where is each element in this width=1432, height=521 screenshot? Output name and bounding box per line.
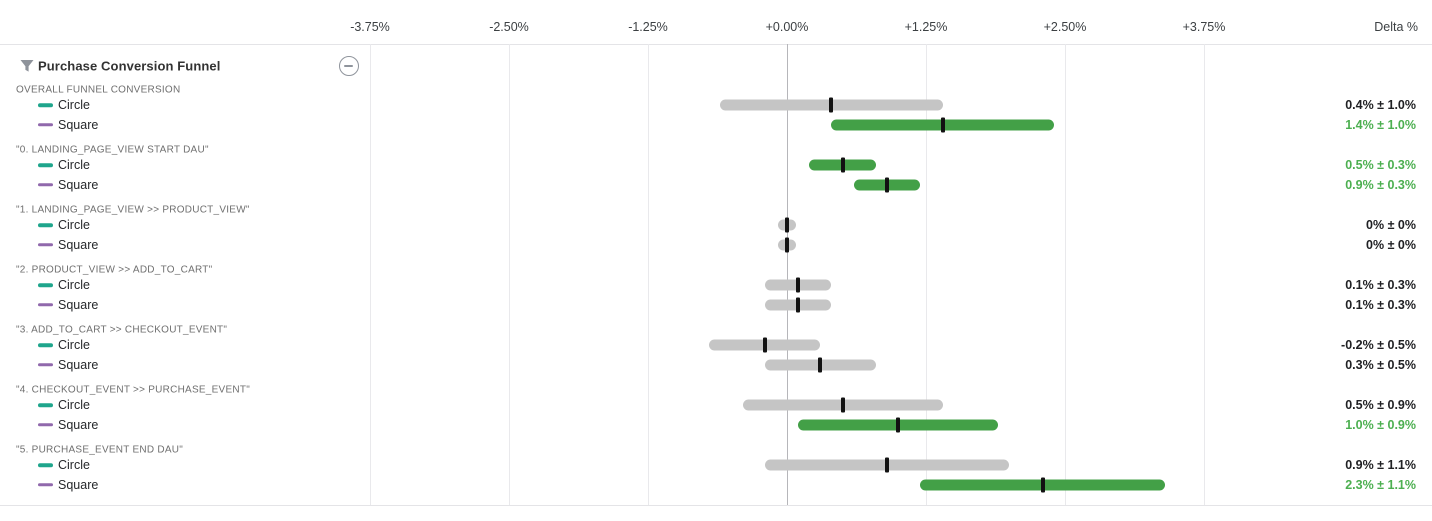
top-divider [0,44,1432,45]
circle-series-dash-icon [38,403,53,407]
delta-value-label: 1.4% ± 1.0% [1345,117,1416,132]
point-estimate-tick [818,357,823,372]
point-estimate-tick [1040,477,1045,492]
metric-group-label: "1. LANDING_PAGE_VIEW >> PRODUCT_VIEW" [16,204,250,216]
bottom-divider [0,505,1432,506]
gridline [1204,44,1205,505]
point-estimate-tick [829,97,834,113]
delta-value-label: 0.5% ± 0.9% [1345,398,1416,412]
circle-series-dash-icon [38,283,53,287]
metric-group-label: "5. PURCHASE_EVENT END DAU" [16,444,184,456]
metric-group-label: "4. CHECKOUT_EVENT >> PURCHASE_EVENT" [16,384,251,396]
variant-label-circle: Circle [58,398,90,412]
variant-label-circle: Circle [58,158,90,172]
variant-label-square: Square [58,417,99,432]
delta-value-label: 0% ± 0% [1366,218,1416,232]
variant-label-square: Square [58,117,99,132]
square-series-dash-icon [38,422,53,427]
variant-label-square: Square [58,237,99,252]
variant-label-circle: Circle [58,338,90,352]
variant-label-square: Square [58,297,99,312]
delta-value-label: 0.9% ± 1.1% [1345,458,1416,472]
point-estimate-tick [940,117,945,132]
metric-group-label: OVERALL FUNNEL CONVERSION [16,84,181,96]
gridline [370,44,371,505]
point-estimate-tick [885,177,890,192]
circle-series-dash-icon [38,163,53,167]
delta-value-label: 0.9% ± 0.3% [1345,177,1416,192]
delta-value-label: 0.1% ± 0.3% [1345,278,1416,292]
axis-tick-label: +2.50% [1043,20,1087,34]
point-estimate-tick [885,457,890,473]
metric-group-label: "2. PRODUCT_VIEW >> ADD_TO_CART" [16,264,213,276]
gridline [648,44,649,505]
axis-tick-label: +1.25% [904,20,948,34]
metric-group-label: "0. LANDING_PAGE_VIEW START DAU" [16,144,209,156]
delta-value-label: -0.2% ± 0.5% [1341,338,1416,352]
gridline [1065,44,1066,505]
point-estimate-tick [785,217,789,233]
delta-value-label: 2.3% ± 1.1% [1345,477,1416,492]
delta-value-label: 1.0% ± 0.9% [1345,417,1416,432]
square-series-dash-icon [38,362,53,367]
delta-value-label: 0.3% ± 0.5% [1345,357,1416,372]
circle-series-dash-icon [38,223,53,227]
point-estimate-tick [796,297,801,312]
axis-tick-label: -3.75% [350,20,390,34]
axis-tick-label: -2.50% [489,20,529,34]
axis-tick-label: +3.75% [1182,20,1226,34]
axis-tick-label: -1.25% [628,20,668,34]
square-series-dash-icon [38,242,53,247]
point-estimate-tick [896,417,901,432]
delta-value-label: 0.1% ± 0.3% [1345,297,1416,312]
delta-value-label: 0.5% ± 0.3% [1345,158,1416,172]
variant-label-circle: Circle [58,218,90,232]
circle-series-dash-icon [38,103,53,107]
gridline [926,44,927,505]
point-estimate-tick [840,397,845,413]
square-series-dash-icon [38,182,53,187]
variant-label-square: Square [58,477,99,492]
square-series-dash-icon [38,482,53,487]
circle-series-dash-icon [38,463,53,467]
collapse-section-button[interactable] [339,56,359,76]
point-estimate-tick [840,157,845,173]
axis-tick-label: +0.00% [765,20,809,34]
square-series-dash-icon [38,302,53,307]
point-estimate-tick [762,337,767,353]
minus-circle-icon [344,64,353,67]
zero-gridline [787,44,788,505]
variant-label-circle: Circle [58,278,90,292]
delta-value-label: 0% ± 0% [1366,237,1416,252]
circle-series-dash-icon [38,343,53,347]
variant-label-square: Square [58,357,99,372]
point-estimate-tick [785,237,789,252]
variant-label-circle: Circle [58,98,90,112]
point-estimate-tick [796,277,801,293]
axis-title: Delta % [1374,20,1418,34]
variant-label-square: Square [58,177,99,192]
square-series-dash-icon [38,122,53,127]
delta-value-label: 0.4% ± 1.0% [1345,98,1416,112]
panel-title: Purchase Conversion Funnel [38,58,221,74]
metric-group-label: "3. ADD_TO_CART >> CHECKOUT_EVENT" [16,324,228,336]
gridline [509,44,510,505]
variant-label-circle: Circle [58,458,90,472]
funnel-filter-icon [20,60,34,72]
